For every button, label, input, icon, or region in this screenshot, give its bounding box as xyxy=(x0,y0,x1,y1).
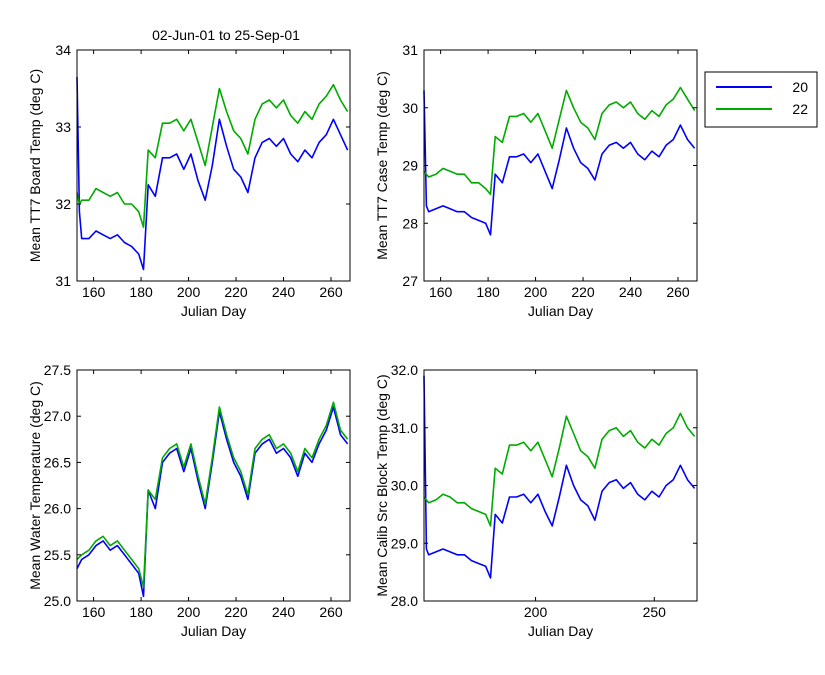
series-line-22 xyxy=(423,412,696,527)
x-tick-label: 200 xyxy=(177,604,201,620)
x-tick-label: 180 xyxy=(129,604,153,620)
legend-label-20: 20 xyxy=(792,79,808,95)
series-line-20 xyxy=(76,76,349,271)
y-tick-label: 31 xyxy=(55,273,71,289)
x-axis-label: Julian Day xyxy=(181,303,246,319)
y-tick-label: 28 xyxy=(402,215,418,231)
series-line-20 xyxy=(423,90,696,236)
y-tick-label: 31 xyxy=(402,42,418,58)
plot-area xyxy=(424,370,697,601)
axes-frame xyxy=(76,49,351,282)
y-tick-label: 30.0 xyxy=(391,478,418,494)
legend-box xyxy=(704,71,818,128)
legend-label-22: 22 xyxy=(792,101,808,117)
x-tick-label: 240 xyxy=(272,284,296,300)
y-tick-label: 27.0 xyxy=(44,408,71,424)
y-axis-label: Mean TT7 Board Temp (deg C) xyxy=(27,69,43,262)
x-tick-label: 160 xyxy=(82,284,106,300)
x-tick-label: 200 xyxy=(524,284,548,300)
x-axis-label: Julian Day xyxy=(528,623,593,639)
y-axis-label: Mean Water Temperature (deg C) xyxy=(27,381,43,590)
x-tick-label: 220 xyxy=(224,604,248,620)
y-tick-label: 32.0 xyxy=(391,362,418,378)
series-line-22 xyxy=(76,83,349,228)
plot-area xyxy=(77,50,350,281)
x-tick-label: 160 xyxy=(82,604,106,620)
y-tick-label: 26.5 xyxy=(44,454,71,470)
y-tick-label: 32 xyxy=(55,196,71,212)
y-tick-label: 31.0 xyxy=(391,420,418,436)
series-line-22 xyxy=(423,86,696,196)
chart-panel-2: 160 180 200 220 240 260 27 28 29 30 31 Julian Day Me… xyxy=(374,42,698,319)
x-tick-label: 180 xyxy=(129,284,153,300)
x-tick-label: 260 xyxy=(319,284,343,300)
x-tick-label: 220 xyxy=(571,284,595,300)
chart-panel-1: 160 180 200 220 240 260 31 32 33 34 Julian Day Mean… xyxy=(27,42,351,319)
y-tick-label: 26.0 xyxy=(44,501,71,517)
y-tick-label: 30 xyxy=(402,100,418,116)
x-tick-label: 160 xyxy=(429,284,453,300)
x-tick-label: 260 xyxy=(319,604,343,620)
plot-area xyxy=(77,370,350,601)
x-tick-label: 250 xyxy=(643,604,667,620)
y-tick-label: 25.0 xyxy=(44,593,71,609)
x-tick-label: 180 xyxy=(476,284,500,300)
y-tick-label: 33 xyxy=(55,119,71,135)
y-tick-label: 27.5 xyxy=(44,362,71,378)
x-tick-label: 240 xyxy=(619,284,643,300)
series-line-22 xyxy=(76,401,349,588)
axes-frame xyxy=(76,369,351,602)
chart-panel-3: 160 180 200 220 240 260 25.0 25.5 26.0 26.5 27.0 27… xyxy=(27,362,351,639)
legend: 20 22 xyxy=(704,71,818,128)
x-tick-label: 240 xyxy=(272,604,296,620)
y-axis-label: Mean TT7 Case Temp (deg C) xyxy=(374,71,390,260)
x-tick-label: 220 xyxy=(224,284,248,300)
y-axis-label: Mean Calib Src Block Temp (deg C) xyxy=(374,374,390,596)
y-tick-label: 25.5 xyxy=(44,547,71,563)
y-tick-label: 29 xyxy=(402,158,418,174)
figure-title: 02-Jun-01 to 25-Sep-01 xyxy=(152,27,300,43)
y-tick-label: 28.0 xyxy=(391,593,418,609)
series-line-20 xyxy=(423,375,696,579)
plot-area xyxy=(424,50,697,281)
y-tick-label: 27 xyxy=(402,273,418,289)
chart-panel-4: 200 250 28.0 29.0 30.0 31.0 32.0 Julian Day Mean… xyxy=(374,362,698,639)
x-tick-label: 260 xyxy=(666,284,690,300)
y-tick-label: 29.0 xyxy=(391,535,418,551)
x-tick-label: 200 xyxy=(177,284,201,300)
x-axis-label: Julian Day xyxy=(181,623,246,639)
y-tick-label: 34 xyxy=(55,42,71,58)
x-tick-label: 200 xyxy=(524,604,548,620)
x-axis-label: Julian Day xyxy=(528,303,593,319)
